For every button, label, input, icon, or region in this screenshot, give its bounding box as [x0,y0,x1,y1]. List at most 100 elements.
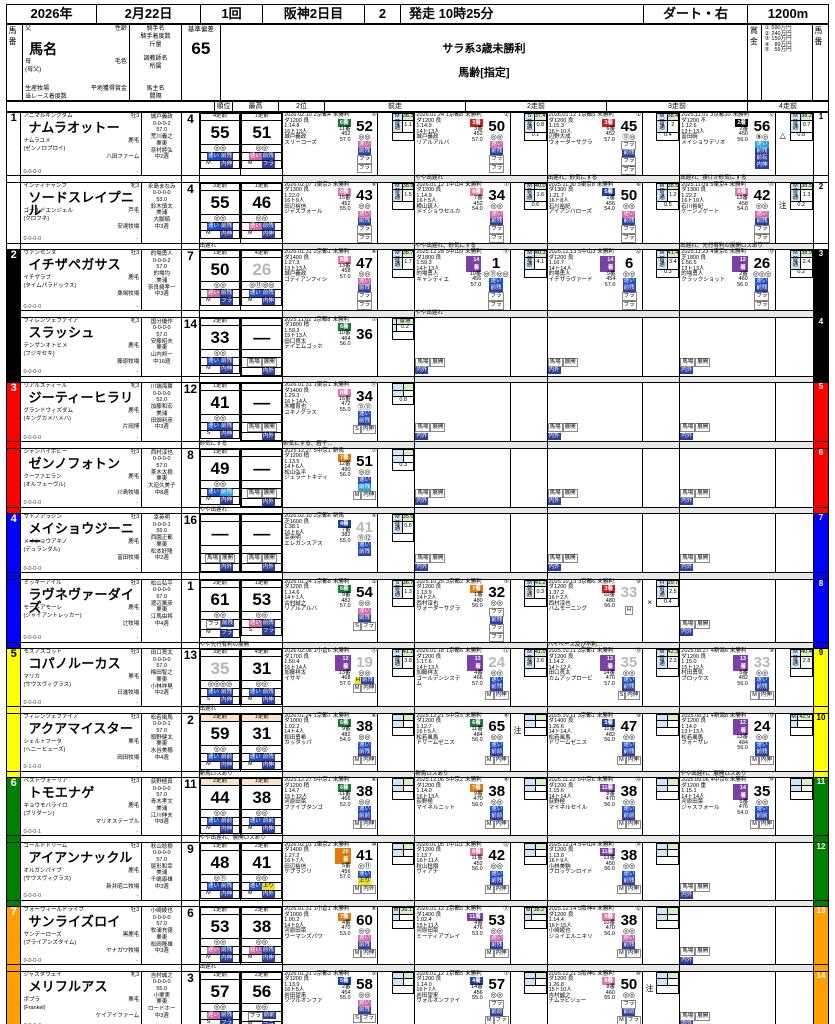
trainer-name[interactable]: 的場均 [153,271,170,278]
jockey-name[interactable]: 川端海翼 [150,384,173,390]
past-race-cell-2[interactable]: 2025.12.28 5中山9 未勝利 ⑪ ダ1800 良 1.59.3 14ト13人 的場勇… [414,249,511,311]
horse-name[interactable]: アイアンナックル [28,849,133,865]
table-row[interactable]: インディチャンプ 牝3 ソードスレイプニル ゴールドエンジェル 芦毛 (クロフネ) 安達牧場… [5,181,830,244]
past-race-cell-3[interactable]: 馬場 展開 内外 [546,447,643,508]
jockey-name[interactable]: 城戸義政 [150,114,173,120]
jockey-name[interactable]: 幸英明 [153,515,170,521]
jockey-trainer-cell[interactable]: 松若風馬 0-0-0-1 57.0 頭野健太 栗東 水谷美穂 中4週 [141,712,183,772]
past-race-cell-1[interactable]: 2026.01.31 1小倉1 未勝利 ⑧ ダ1000 良 1.00.2 14ト9人 河原田菜… [282,906,379,965]
past-race-cell-4[interactable]: 2025.08.31 4新潟8 未勝利 ⑬ ダ1200 良 1.14.0 13ト13人 松若風… [679,712,776,772]
horse-name-cell[interactable]: ヴァンセンヌ 牡3 イチザペガサス イチザラブ 鹿毛 (タイムパラドックス) 桑鳩牧場 0-0… [20,249,143,311]
past-race-cell-2[interactable]: 馬場 展開 内外 [414,316,511,377]
past-race-cell-3[interactable]: 2025.12.14 5阪神4 未勝利 ⑫ ダ1200 良 1.14.4 16ト15人 小崎綾… [546,906,643,965]
trainer-name[interactable]: 頭野健太 [150,734,173,741]
past-race-cell-4[interactable]: 馬場 展開 内外 [679,316,776,377]
horse-name[interactable]: コパノルーカス [28,656,121,671]
table-row[interactable]: 7 フォーウィールドライブ 牡3 サンライズロイ サンデーローズ 黒鹿毛 (ブライアンズタイ… [5,906,830,965]
past-race-cell-2[interactable]: 2026.01.05 1中山1 未勝利 ⑫ ダ1200 良 1.13.7 16ト11人 秋山稔… [414,841,511,901]
horse-name[interactable]: ナムラオットー [28,120,120,135]
past-race-cell-1[interactable]: 2026.02.08 1小倉6 未勝利 ⑪ ダ1700 良 1.50.4 16ト14人 加藤祥… [282,648,379,707]
jockey-name[interactable]: 松山弘平 [150,580,173,587]
past-race-cell-3[interactable]: 馬場 展開 内外 [546,513,643,573]
horse-name-cell[interactable]: フィレンツェファイア 牡3 アクアマイスター シェルトフータ 栗毛 (ヘニーヒューズ) 岡田… [20,712,143,772]
past-race-cell-3[interactable]: 馬場 展開 内外 [546,316,643,377]
horse-name[interactable]: イチザペガサス [28,257,121,272]
horse-name[interactable]: ゼンノフォトン [28,455,121,471]
jockey-name[interactable]: 吉村誠之 [150,972,173,979]
table-row[interactable]: フィレンツェファイア 牝3 スラッシュ テンザンオトヒメ 鹿毛 (フジキセキ) 藤原牧場 0-… [5,316,830,377]
horse-name-cell[interactable]: ゴールドドリーム 牡3 アイアンナックル オルガンパイプ 鹿毛 (サウスヴィグラス) 新井昭… [20,841,143,901]
past-race-cell-3[interactable]: 2025.10.13 3京都6 未勝利 ⑨ ダ1200 良 1.37.2 16ト2人 西村淳也… [546,578,643,643]
past-race-cell-2[interactable]: 2026.01.12 1京都5 未勝利 ⑦ ダ1200 良 1.14.0 16ト7人 岩田望来… [414,970,511,1024]
horse-name[interactable]: トモエナゲ [28,785,95,800]
past-race-cell-4[interactable]: 馬場 展開 内外 [679,578,776,643]
past-race-cell-1[interactable]: 2026.01.31 2京都3 未勝利 ⑤ ダ1200 良 1.13.9 16ト5人 岩田望来… [282,970,379,1024]
past-race-cell-4[interactable]: 馬場 展開 内外 [679,970,776,1024]
past-race-cell-3[interactable]: 2025.12.14 5中山4 未勝利 ⑭ ダ1200 良 1.13.8 16ト9人 小林美駒… [546,841,643,901]
past-race-cell-2[interactable]: 2025.10.25 3京都2 未勝利 ⑤ ダ1200 良 1.13.9 14ト2人 西村淳也… [414,578,511,643]
horse-name[interactable]: メイショウジーニー [28,521,135,549]
past-race-cell-2[interactable]: 馬場 展開 内外 [414,447,511,508]
table-row[interactable]: 6 ベストウォーリア 牡3 トモエナゲ キョウモバライロ 鹿毛 (ブリダーン) マリオステーブ… [5,777,830,836]
past-race-cell-2[interactable]: 馬場 展開 内外 [414,513,511,573]
horse-name-cell[interactable]: ベストウォーリア 牡3 トモエナゲ キョウモバライロ 鹿毛 (ブリダーン) マリオステーブル… [20,777,143,836]
table-row[interactable]: 2 ヴァンセンヌ 牡3 イチザペガサス イチザラブ 鹿毛 (タイムパラドックス) 桑鳩牧場 0-… [5,249,830,311]
jockey-name[interactable]: 国分優作 [150,318,173,325]
horse-name[interactable]: アクアマイスター [28,720,134,736]
past-race-cell-2[interactable]: 馬場 展開 内外 [414,382,511,442]
trainer-name[interactable]: 茶木太樹 [150,469,173,476]
horse-name-cell[interactable]: シャンハイボビー 牡3 ゼンノフォトン クーファエラン 鹿毛 (オルフェーヴル) 川島牧場 0… [20,447,143,508]
jockey-name[interactable]: 田口貫太 [150,650,173,656]
jockey-trainer-cell[interactable]: 秋山稔樹 0-0-0-0 57.0 尾形和幸 美浦 千嶋康雄 中3週 [141,841,183,901]
horse-name-cell[interactable]: サトノアラジン 牡3 メイショウジーニー メイショウアキノ 鹿毛 (デュランダル) 富田牧場… [20,513,143,573]
horse-name-cell[interactable]: リアルスティール 牝3 ジーティーヒラリ グランドウィズダム 鹿毛 (キングカメハメハ) 片… [20,382,143,442]
horse-name[interactable]: ソードスレイプニル [28,189,135,218]
jockey-name[interactable]: 永島まなみ [147,183,176,190]
table-row[interactable]: ゴールドドリーム 牡3 アイアンナックル オルガンパイプ 鹿毛 (サウスヴィグラス) 新井昭… [5,841,830,901]
jockey-trainer-cell[interactable]: 吉村誠之 0-0-0-0 55.0 小栗実 栗東 ロードホー 中3週 [141,970,183,1024]
trainer-name[interactable]: 安藤昭夫 [150,338,173,345]
jockey-trainer-cell[interactable]: 的場勇人 0-0-0-2 57.0 的場均 美浦 奈良崎孝一 中3週 [141,249,183,311]
jockey-trainer-cell[interactable]: 幸英明 0-0-0-1 55.0 西園正都 栗東 松本好隆 中2週 [141,513,183,573]
jockey-trainer-cell[interactable]: 田口貫太 0-0-0-0 57.0 梅田智之 栗東 小林祥晃 中2週 [141,648,183,707]
past-race-cell-4[interactable]: 2025.11.09 5東京4 未勝利 ⑪ ダ1300 良 1.22.2 16ト10人 石川裕… [679,181,776,244]
trainer-name[interactable]: 加藤和宏 [150,404,173,411]
past-race-cell-3[interactable]: 2025.11.22 5中京6 未勝利 ⑬ ダ1200 良 1.15.6 14ト14人 荻野極… [546,777,643,836]
past-race-cell-1[interactable]: 2026.01.24 1京都7 未勝利 ⑥ ダ1000 良 1.02.2 14ト4人 和田勇希… [282,712,379,772]
past-race-cell-1[interactable]: 2025.12.27 5中京1 新馬 ⑦ ダ1200 稍 1.13.5 14ト6人 松山弘平ジ… [282,447,379,508]
jockey-name[interactable]: 西村淳也 [150,449,173,456]
jockey-trainer-cell[interactable]: 松山弘平 0-0-0-0 57.0 渡辺薫彦 栗東 江馬由将 中4週 [141,578,183,643]
past-race-cell-3[interactable]: 2025.11.30 5東京8 未勝利 ⑥ ダ1300 良 1.21.7 16ト8人 石川裕紀… [546,181,643,244]
past-race-cell-1[interactable]: 2026.02.10 2京都4 未勝利 ⑤ ダ1200 良 1.14.8 16ト13人 城戸義… [282,112,379,176]
past-race-cell-1[interactable]: 2026.02.01 1東京2 未勝利 ⑩ ダ1400 良 1.27.2 16ト7人 田辺裕信… [282,841,379,901]
jockey-name[interactable]: 荻野極真 [150,779,173,785]
jockey-trainer-cell[interactable]: 荻野極真 0-0-0-0 57.0 青木孝文 美浦 江川伸夫 中8週 [141,777,183,836]
past-race-cell-1[interactable]: 2025.12.27 5中京1 未勝利 ⑥ ダ1200 稍 1.14.7 15ト12人 河原田… [282,777,379,836]
horse-name[interactable]: メリフルアス [28,978,108,994]
jockey-name[interactable]: 小崎綾也 [150,908,173,914]
past-race-cell-1[interactable]: 2026.01.31 2京都1 未勝利 ⑧ ダ1400 良 1.27.3 13ト13人 城戸義… [282,249,379,311]
past-race-cell-2[interactable]: 2025.12.21 5中京5 未勝利 ⑧ ダ1200 良 1.12.7 16ト5人 松若風馬… [414,712,511,772]
horse-name-cell[interactable]: アニマルキングダム 牡3 ナムラオットー ナムラユメ 鹿毛 (ゼンノロブロイ) 八田ファーム… [20,112,143,176]
past-race-cell-1[interactable]: 2026.01.24 1京都8 未勝利 ① ダ1200 良 1.14.6 14ト1人 古村誠之… [282,578,379,643]
trainer-name[interactable]: 西園正都 [150,535,173,542]
horse-name[interactable]: スラッシュ [28,324,95,340]
past-race-cell-2[interactable]: 2025.12.06 5中京2 未勝利 ⑧ ダ1200 良 1.14.0 16ト13人 荻野極… [414,777,511,836]
table-row[interactable]: フィレンツェファイア 牡3 アクアマイスター シェルトフータ 栗毛 (ヘニーヒューズ) 岡田… [5,712,830,772]
horse-name-cell[interactable]: フォーウィールドライブ 牡3 サンライズロイ サンデーローズ 黒鹿毛 (ブライアンズタイム… [20,906,143,965]
table-row[interactable]: シャンハイボビー 牡3 ゼンノフォトン クーファエラン 鹿毛 (オルフェーヴル) 川島牧場 0… [5,447,830,508]
table-row[interactable]: 4 サトノアラジン 牡3 メイショウジーニー メイショウアキノ 鹿毛 (デュランダル) 富田牧… [5,513,830,573]
past-race-cell-1[interactable]: 2026.01.31 1東京1 未勝利 ⑪ ダ1400 良 1.29.3 16ト14人 木幡育… [282,382,379,442]
trainer-name[interactable]: 梅田智之 [150,670,173,677]
past-race-cell-1[interactable]: 2025.11.02 3京都8 未勝利 ⑦ ダ1800 稍 1.59.3 15ト13人 田口貫… [282,316,379,377]
trainer-name[interactable]: 牧浦充徳 [150,928,173,935]
past-race-cell-4[interactable]: 馬場 展開 内外 [679,382,776,442]
jockey-trainer-cell[interactable]: 国分優作 0-0-0-0 57.0 安藤昭夫 栗東 山内邦一 中16週 [141,316,183,377]
jockey-trainer-cell[interactable]: 小崎綾也 0-0-0-0 57.0 牧浦充徳 栗東 松岡隆雄 中3週 [141,906,183,965]
past-race-cell-3[interactable]: 2025.10.11 3京都1 未勝利 ⑬ ダ1200 良 1.14.2 14ト12人 田口貫… [546,648,643,707]
past-race-cell-2[interactable]: 2026.01.12 1中山4 未勝利 ⑦ ダ1200 良 1.14.9 16ト5人 横山琉人… [414,181,511,244]
past-race-cell-4[interactable]: 2025.11.01 3京都10 未勝利 ⑫ ダ1200 不 1.12.6 13ト13人 富田… [679,112,776,176]
past-race-cell-4[interactable]: 2025.11.23 4東京6 未勝利 ⑬ 芝1800 良 1.56.5 13ト13人 的場勇… [679,249,776,311]
past-race-cell-3[interactable]: 2025.12.21 5阪神6 未勝利 ⑩ ダ1200 良 1.26.8 15ト10人 吉村誠… [546,970,643,1024]
past-race-cell-3[interactable]: 2025.10.11 3京都1 未勝利 ⑨ ダ1400 良 1.26.6 14ト14人 松若風… [546,712,643,772]
